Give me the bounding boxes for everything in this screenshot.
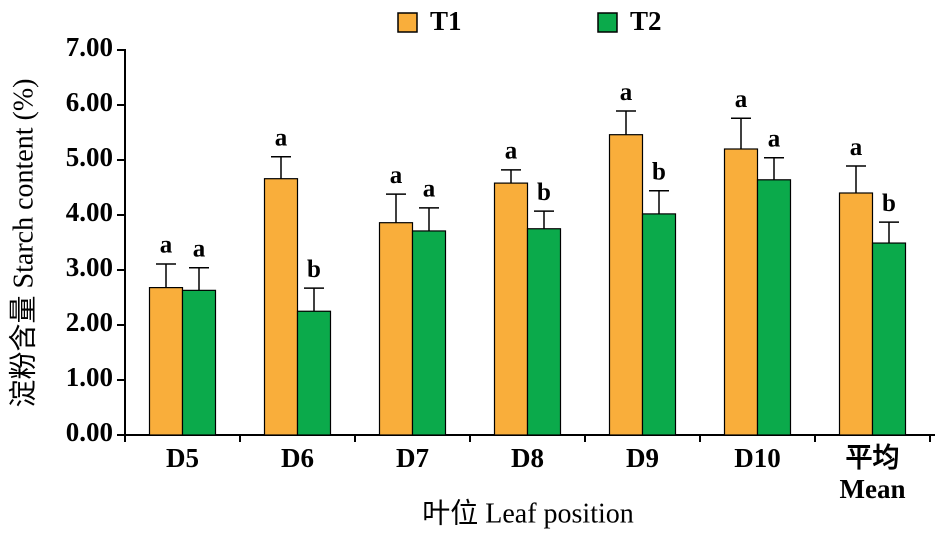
bar [411, 230, 447, 436]
bar [181, 289, 217, 436]
y-tick-label: 5.00 [66, 142, 113, 172]
y-tick-label: 1.00 [66, 362, 113, 392]
bar [493, 182, 529, 436]
legend-label: T2 [630, 6, 662, 36]
y-tick-label: 6.00 [66, 87, 113, 117]
significance-letter: b [307, 256, 321, 283]
significance-letter: a [768, 126, 781, 153]
x-tick-label: D8 [511, 443, 544, 473]
y-tick-label: 2.00 [66, 307, 113, 337]
x-axis-title: 叶位 Leaf position [422, 497, 634, 529]
y-tick-label: 0.00 [66, 417, 113, 447]
significance-letter: b [652, 159, 666, 186]
legend-label: T1 [430, 6, 462, 36]
significance-letter: b [537, 179, 551, 206]
bar [641, 213, 677, 436]
bar [378, 222, 414, 436]
bar [838, 192, 874, 436]
bar [871, 242, 907, 436]
bar [756, 179, 792, 436]
y-tick-label: 4.00 [66, 197, 113, 227]
bar [608, 134, 644, 436]
x-tick-label: D10 [734, 443, 781, 473]
legend-swatch [597, 12, 618, 33]
significance-letter: a [160, 232, 173, 259]
y-tick-label: 7.00 [66, 32, 113, 62]
significance-letter: a [735, 86, 748, 113]
bar [148, 287, 184, 436]
significance-letter: a [275, 124, 288, 151]
significance-letter: b [882, 190, 896, 217]
significance-letter: a [850, 134, 863, 161]
significance-letter: a [193, 236, 206, 263]
significance-letter: a [620, 79, 633, 106]
y-tick-label: 3.00 [66, 252, 113, 282]
bar [526, 228, 562, 436]
legend-swatch [397, 12, 418, 33]
x-tick-label: D6 [281, 443, 314, 473]
x-tick-label: 平均 Mean [840, 443, 906, 504]
bar [263, 178, 299, 436]
x-tick-label: D7 [396, 443, 429, 473]
bar [723, 148, 759, 436]
bar [296, 310, 332, 436]
significance-letter: a [390, 162, 403, 189]
significance-letter: a [423, 176, 436, 203]
significance-letter: a [505, 138, 518, 165]
y-axis-title: 淀粉含量 Starch content (%) [7, 79, 39, 408]
x-tick-label: D9 [626, 443, 659, 473]
x-tick-label: D5 [166, 443, 199, 473]
